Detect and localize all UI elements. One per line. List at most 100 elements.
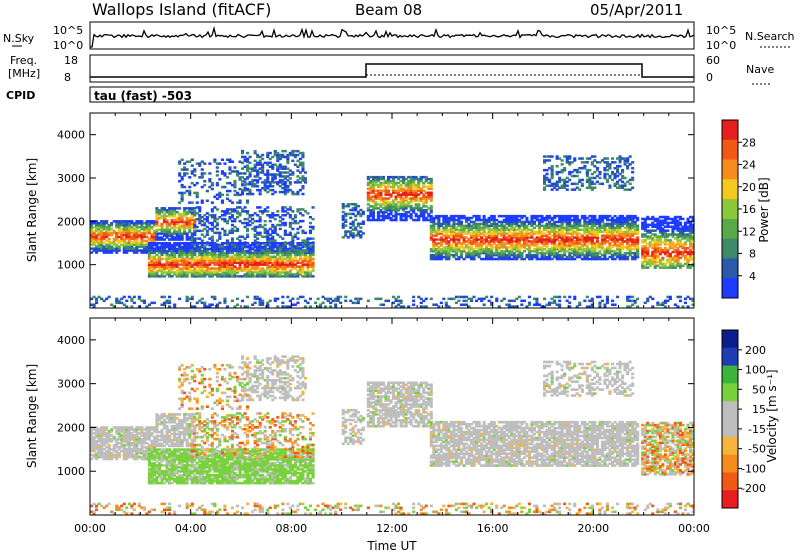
power-cell — [183, 253, 187, 257]
power-cell — [286, 273, 290, 276]
power-cell — [409, 197, 413, 200]
power-cell — [532, 255, 536, 259]
power-cell — [228, 243, 232, 246]
power-cell — [623, 161, 627, 164]
power-cell — [399, 199, 403, 202]
power-cell — [369, 209, 373, 212]
power-cell — [243, 217, 247, 221]
power-cell — [188, 247, 192, 251]
power-cell — [122, 245, 126, 248]
power-cell — [263, 173, 267, 176]
power-cell — [251, 271, 255, 274]
power-cell — [238, 253, 242, 257]
power-cell — [575, 232, 579, 235]
power-cell — [472, 214, 476, 218]
power-cell — [590, 226, 594, 230]
power-cell — [520, 222, 524, 226]
power-cell — [399, 179, 403, 183]
power-cell — [155, 222, 159, 226]
power-cell — [281, 179, 285, 182]
power-cell — [578, 157, 582, 160]
power-cell — [631, 248, 635, 251]
power-cell — [631, 255, 635, 259]
power-cell — [555, 172, 559, 176]
power-cell — [341, 214, 345, 218]
power-cell — [107, 239, 111, 243]
power-cell — [165, 211, 169, 214]
power-cell — [409, 179, 413, 183]
power-cell — [565, 184, 569, 187]
power-cell — [437, 250, 441, 253]
power-cell — [457, 228, 461, 231]
power-cell — [283, 210, 287, 213]
power-cell — [439, 250, 443, 253]
power-cell — [550, 238, 554, 241]
power-cell — [419, 177, 423, 181]
power-cell — [233, 267, 237, 270]
power-cell — [432, 250, 436, 253]
power-cell — [308, 231, 312, 235]
power-cell — [288, 188, 292, 192]
power-cell — [185, 216, 189, 220]
power-cell — [248, 155, 252, 159]
power-cell — [178, 207, 182, 210]
power-cell — [585, 170, 589, 174]
power-cell — [603, 251, 607, 255]
power-cell — [190, 263, 194, 266]
power-cell — [376, 175, 380, 179]
power-cell — [590, 240, 594, 243]
power-cell — [230, 243, 234, 246]
power-cell — [147, 269, 151, 272]
power-cell — [517, 255, 521, 259]
power-cell — [246, 210, 250, 213]
power-cell — [605, 172, 609, 176]
power-cell — [437, 222, 441, 226]
power-cell — [487, 240, 491, 243]
power-cell — [578, 178, 582, 182]
power-cell — [97, 225, 101, 229]
power-cell — [585, 238, 589, 241]
power-cell — [253, 255, 257, 259]
power-cell — [152, 275, 156, 278]
power-cell — [623, 253, 627, 257]
power-cell — [266, 233, 270, 236]
power-cell — [102, 247, 106, 250]
power-cell — [145, 227, 149, 231]
power-cell — [278, 263, 282, 266]
power-cell — [578, 224, 582, 228]
power-cell — [399, 185, 403, 189]
power-cell — [568, 170, 572, 174]
power-cell — [208, 242, 212, 245]
power-cell — [278, 216, 282, 219]
power-cell — [248, 171, 252, 174]
power-cell — [611, 224, 615, 228]
power-cell — [241, 161, 245, 165]
power-cell — [220, 263, 224, 266]
power-cell — [608, 246, 612, 249]
power-cell — [152, 247, 156, 251]
power-cell — [344, 212, 348, 216]
power-cell — [208, 253, 212, 257]
power-cell — [288, 269, 292, 272]
power-cell — [437, 226, 441, 230]
power-cell — [575, 218, 579, 222]
power-cell — [583, 240, 587, 243]
power-cell — [472, 234, 476, 237]
power-cell — [185, 275, 189, 278]
power-cell — [183, 211, 187, 214]
power-cell — [379, 199, 383, 202]
power-cell — [548, 216, 552, 220]
power-cell — [525, 220, 529, 224]
power-cell — [178, 160, 182, 163]
power-cell — [543, 251, 547, 255]
power-cell — [198, 208, 202, 211]
power-cell — [215, 227, 219, 231]
power-cell — [258, 269, 262, 272]
power-cell — [296, 261, 300, 264]
power-cell — [218, 178, 222, 181]
power-cell — [173, 257, 177, 261]
power-cell — [296, 275, 300, 278]
power-cell — [558, 228, 562, 231]
power-cell — [590, 230, 594, 233]
power-cell — [399, 203, 403, 206]
